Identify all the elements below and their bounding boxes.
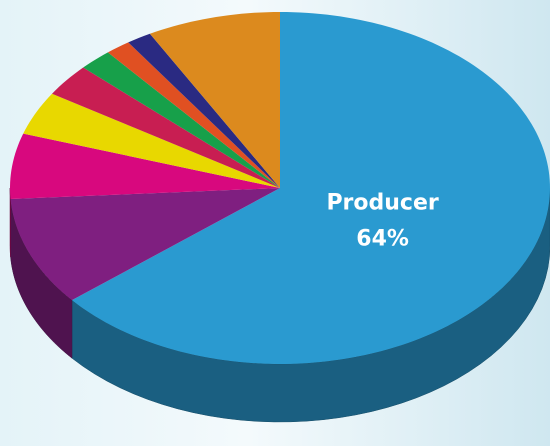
slice: [83, 52, 281, 189]
slice: [71, 12, 550, 364]
slice-side: [9, 187, 11, 258]
slice: [149, 12, 280, 188]
slice-value: 64%: [356, 226, 409, 251]
slice: [10, 188, 281, 301]
slice: [52, 67, 280, 188]
slice: [128, 33, 280, 189]
slice: [23, 93, 280, 188]
slice-label: Producer: [326, 190, 438, 215]
slice: [107, 42, 280, 188]
slice: [10, 133, 280, 200]
